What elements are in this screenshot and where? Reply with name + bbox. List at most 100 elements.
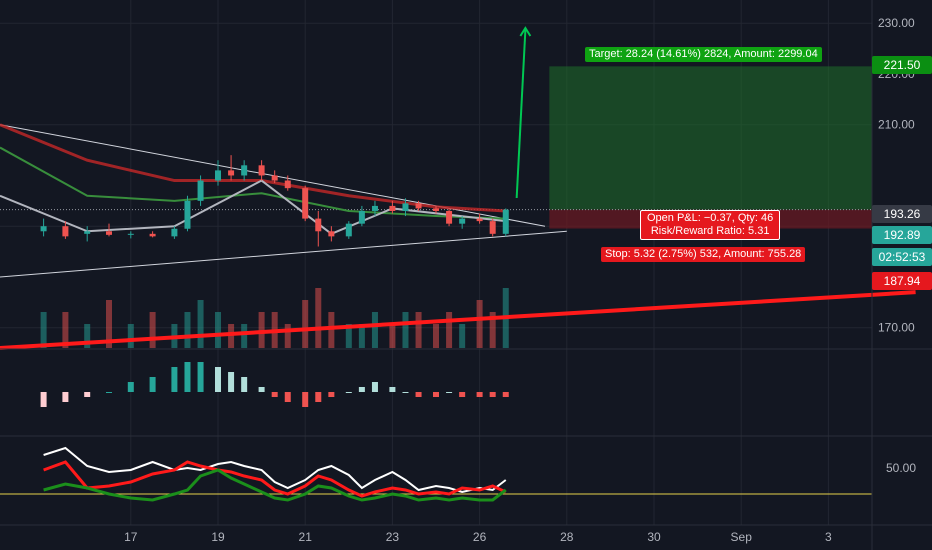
candle-body [328, 231, 335, 237]
macd-bar [127, 382, 134, 392]
volume-bar [302, 300, 309, 348]
candle-body [197, 180, 204, 201]
macd-bar [415, 392, 422, 397]
macd-bar [197, 362, 204, 392]
candle-body [402, 203, 409, 211]
macd-bar [402, 392, 409, 393]
macd-bar [106, 392, 112, 393]
macd-bar [459, 392, 466, 397]
date-tick-label: 17 [124, 530, 138, 544]
macd-bar [215, 367, 221, 392]
candle-body [345, 223, 352, 237]
stop-label[interactable]: Stop: 5.32 (2.75%) 532, Amount: 755.28 [601, 247, 806, 262]
volume-bar [40, 312, 47, 348]
volume-bar [446, 312, 453, 348]
date-tick-label: 23 [386, 530, 400, 544]
macd-panel [0, 348, 932, 407]
badge-entry-price: 192.89 [872, 226, 932, 244]
price-tick-label: 170.00 [878, 321, 915, 335]
macd-bar [315, 392, 322, 402]
candle-body [228, 170, 235, 176]
candle-body [215, 170, 221, 181]
candle-body [476, 218, 483, 222]
macd-bar [433, 392, 439, 397]
candle-body [171, 228, 178, 237]
support-line-red[interactable] [0, 290, 916, 350]
target-zone[interactable] [549, 66, 872, 210]
candle-body [459, 218, 466, 224]
volume-bars [40, 288, 509, 348]
volume-bar [84, 324, 91, 348]
rsi-white-line [43, 446, 507, 494]
volume-bar [241, 324, 248, 348]
volume-bar [489, 312, 496, 348]
candlesticks [40, 155, 509, 247]
macd-bar [489, 392, 496, 397]
date-tick-label: Sep [731, 530, 753, 544]
candle-body [241, 165, 248, 176]
arrow-head [519, 26, 532, 37]
target-label[interactable]: Target: 28.24 (14.61%) 2824, Amount: 229… [585, 47, 822, 62]
candle-body [40, 226, 47, 232]
candle-body [302, 188, 309, 219]
volume-bar [197, 300, 204, 348]
price-tick-label: 210.00 [878, 118, 915, 132]
macd-bar [371, 382, 378, 392]
candle-body [315, 218, 322, 232]
trendline-lower[interactable] [0, 230, 567, 278]
macd-bar [302, 392, 309, 407]
macd-bar [271, 392, 278, 397]
candle-body [271, 175, 278, 181]
macd-bar [40, 392, 47, 407]
macd-bar [84, 392, 91, 397]
candle-body [149, 233, 156, 237]
candle-body [415, 203, 422, 209]
volume-bar [358, 324, 365, 348]
volume-bar [328, 312, 335, 348]
volume-bar [184, 312, 191, 348]
target-arrow[interactable] [515, 26, 532, 199]
arrow-shaft[interactable] [515, 29, 527, 199]
price-tick-label: 230.00 [878, 16, 915, 30]
macd-bar [171, 367, 178, 392]
position-zones [0, 66, 872, 229]
volume-bar [433, 324, 439, 348]
candle-body [62, 226, 69, 237]
macd-bar [241, 377, 248, 392]
badge-countdown: 02:52:53 [872, 248, 932, 266]
rsi-red-line [43, 460, 507, 498]
rsi-tick-label: 50.00 [886, 461, 916, 475]
macd-bar [184, 362, 191, 392]
volume-bar [127, 324, 134, 348]
badge-stop-price: 187.94 [872, 272, 932, 290]
date-tick-label: 19 [211, 530, 225, 544]
macd-bar [345, 392, 352, 393]
volume-bar [215, 312, 221, 348]
macd-bar [389, 387, 396, 392]
candle-body [502, 209, 509, 234]
macd-bar [258, 387, 265, 392]
volume-bar [62, 312, 69, 348]
volume-bar [284, 324, 291, 348]
volume-bar [476, 300, 483, 348]
date-tick-label: 28 [560, 530, 574, 544]
trendline-upper[interactable] [0, 124, 546, 227]
macd-bar [476, 392, 483, 397]
candle-body [371, 205, 378, 211]
candle-body [106, 231, 112, 235]
macd-bar [358, 387, 365, 392]
pnl-label[interactable]: Open P&L: −0.37, Qty: 46 Risk/Reward Rat… [640, 210, 781, 240]
ma-green [0, 146, 506, 220]
rsi-panel [0, 435, 932, 502]
volume-bar [315, 288, 322, 348]
volume-bar [106, 300, 112, 348]
candle-body [84, 231, 91, 234]
badge-target-price: 221.50 [872, 56, 932, 74]
candle-body [389, 205, 396, 211]
volume-bar [402, 312, 409, 348]
macd-bar [284, 392, 291, 402]
volume-bar [389, 324, 396, 348]
macd-bar [228, 372, 235, 392]
ma-red [0, 123, 506, 213]
